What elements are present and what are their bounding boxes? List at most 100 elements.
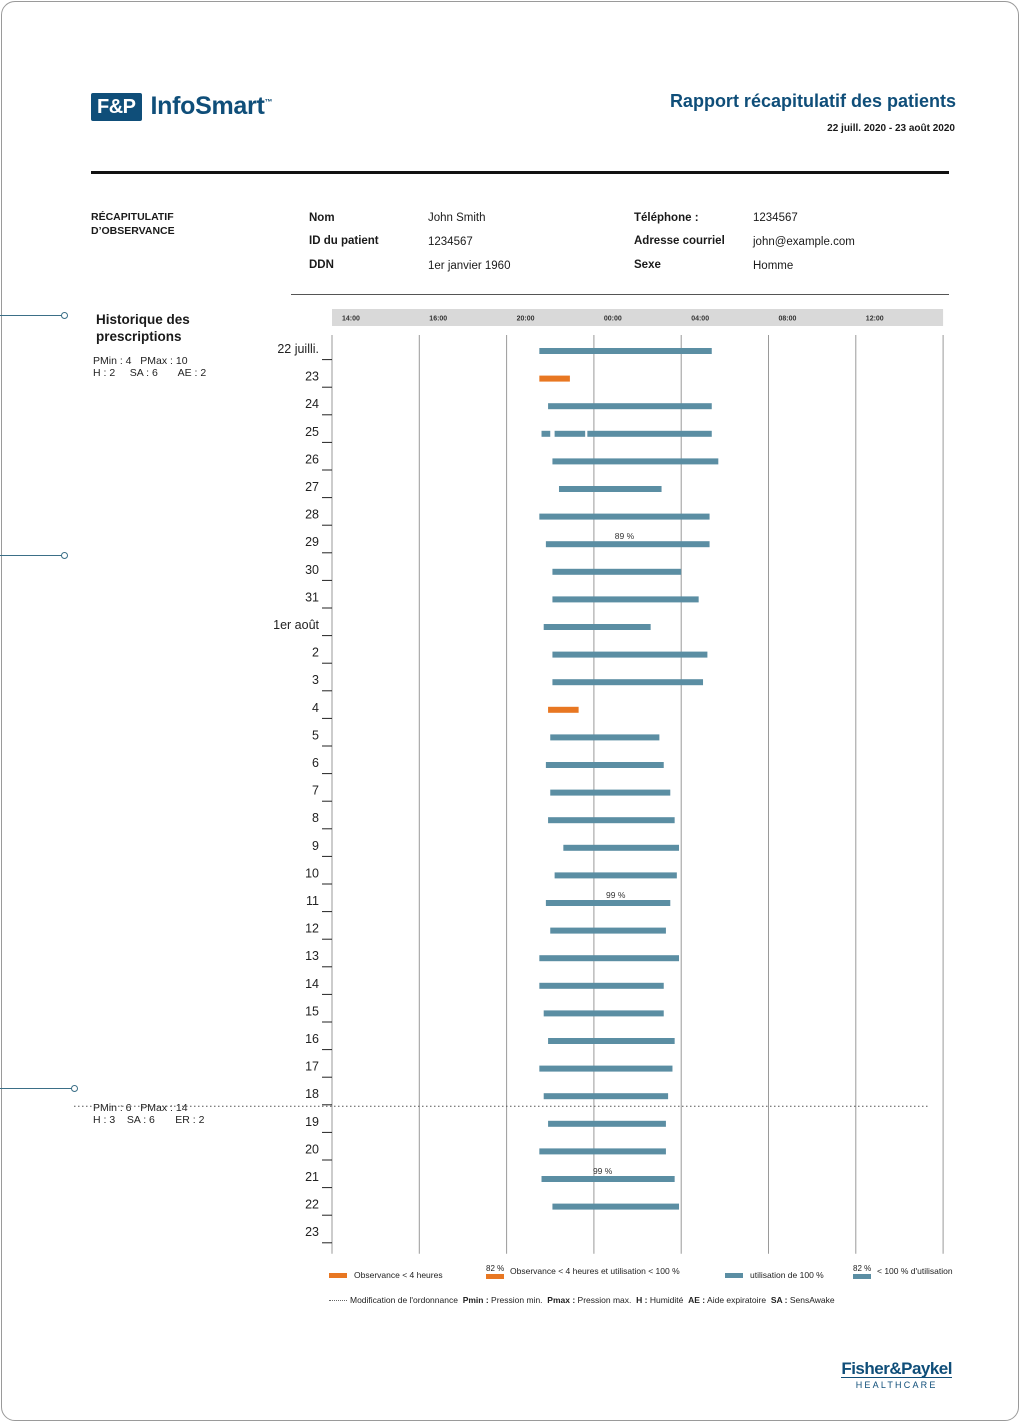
legend-text: Humidité [649,1295,684,1305]
day-label: 13 [305,949,319,963]
day-label: 24 [305,397,319,411]
legend-abbreviations: Modification de l'ordonnance Pmin : Pres… [329,1295,835,1305]
legend-text: Modification de l'ordonnance [350,1295,458,1305]
legend-orange-swatch [329,1273,347,1279]
day-label: 29 [305,535,319,549]
day-label: 30 [305,563,319,577]
day-label: 16 [305,1032,319,1046]
usage-bar [545,762,664,768]
side-marker-dot [61,312,68,319]
day-label: 3 [312,673,319,687]
sex-value: Homme [753,260,794,272]
usage-percent-label: 99 % [606,890,626,900]
time-tick-label: 20:00 [517,316,535,323]
legend-low-compliance: Observance < 4 heures [329,1270,443,1280]
dob-value: 1er janvier 1960 [428,260,511,272]
phone-label: Téléphone : [634,212,699,224]
legend-key: H : [636,1295,648,1305]
low-usage-bar [539,375,570,382]
side-marker-dot [61,552,68,559]
day-label: 8 [312,811,319,825]
legend-percent: 82 % [486,1264,505,1273]
day-label: 22 [305,1198,319,1212]
legend-blue-swatch [853,1274,871,1279]
usage-bar [552,679,704,686]
fp-brand-name: Fisher&Paykel [841,1359,952,1378]
usage-bar [543,1093,669,1100]
day-label: 2 [312,646,319,660]
usage-bar [539,348,712,354]
usage-bar [543,1010,664,1017]
day-label: 10 [305,866,319,880]
usage-bar [587,430,712,437]
time-tick-label: 00:00 [604,316,622,323]
day-label: 23 [305,1225,319,1239]
usage-bar [558,486,662,492]
fp-logo-mark: F&P [91,92,142,121]
usage-bar [550,927,666,934]
legend-text: utilisation de 100 % [750,1270,824,1280]
day-label: 17 [305,1060,319,1074]
usage-bar [548,817,675,824]
day-label: 7 [312,784,319,798]
trademark-sign: ™ [264,97,273,107]
usage-bar [539,1065,673,1072]
usage-bar [552,568,682,575]
usage-bar [539,513,710,520]
day-label: 6 [312,756,319,770]
report-date-range: 22 juill. 2020 - 23 août 2020 [827,123,955,134]
day-label: 5 [312,728,319,742]
usage-bar [548,1038,675,1044]
legend-key: SA : [770,1295,788,1305]
day-label: 31 [305,590,319,604]
usage-bar [539,955,680,962]
legend-text: Pression min. [491,1295,543,1305]
fisher-paykel-logo: Fisher&Paykel HEALTHCARE [841,1360,952,1390]
usage-bar [563,844,680,851]
name-value: John Smith [428,212,486,224]
phone-value: 1234567 [753,212,798,224]
infosmart-logo: F&P InfoSmart™ [91,92,272,121]
logo-name-text: InfoSmart [150,92,265,120]
legend-partial-use: 82 % < 100 % d'utilisation [853,1264,953,1279]
day-label: 27 [305,480,319,494]
section-title: RÉCAPITULATIF D’OBSERVANCE [91,211,175,237]
logo-name: InfoSmart™ [151,92,273,121]
day-label: 28 [305,508,319,522]
legend-low-compliance-partial: 82 % Observance < 4 heures et utilisatio… [486,1264,680,1279]
day-label: 15 [305,1004,319,1018]
time-tick-label: 08:00 [779,316,797,323]
low-usage-bar [548,706,579,713]
legend-key: AE : [688,1295,706,1305]
day-label: 18 [305,1087,319,1101]
email-label: Adresse courriel [634,235,725,247]
day-label: 9 [312,839,319,853]
legend-key: Pmax : [547,1295,576,1305]
usage-bar [548,1120,666,1127]
legend-dotted-line [329,1300,347,1302]
day-label: 20 [305,1142,319,1156]
usage-bar [554,872,677,879]
legend-percent: 82 % [853,1264,872,1273]
header-divider [91,171,949,174]
prescription-2-line2: H : 3 SA : 6 ER : 2 [93,1114,205,1126]
email-value: john@example.com [753,236,855,248]
prescription-1-line2: H : 2 SA : 6 AE : 2 [93,367,207,379]
usage-bar [550,789,671,796]
usage-bar [552,458,719,465]
time-header-band [332,309,944,326]
patient-id-value: 1234567 [428,236,473,248]
time-tick-label: 12:00 [866,316,884,323]
prescription-1-line1: PMin : 4 PMax : 10 [93,355,188,367]
legend-key: Pmin : [462,1295,489,1305]
usage-percent-label: 89 % [615,531,635,541]
sex-label: Sexe [634,259,661,271]
usage-bar [552,651,708,658]
name-label: Nom [309,212,335,224]
legend-blue-swatch [725,1273,743,1279]
prescription-history-heading: Historique des prescriptions [96,312,190,344]
day-label: 23 [305,370,319,384]
time-tick-label: 16:00 [429,316,447,323]
